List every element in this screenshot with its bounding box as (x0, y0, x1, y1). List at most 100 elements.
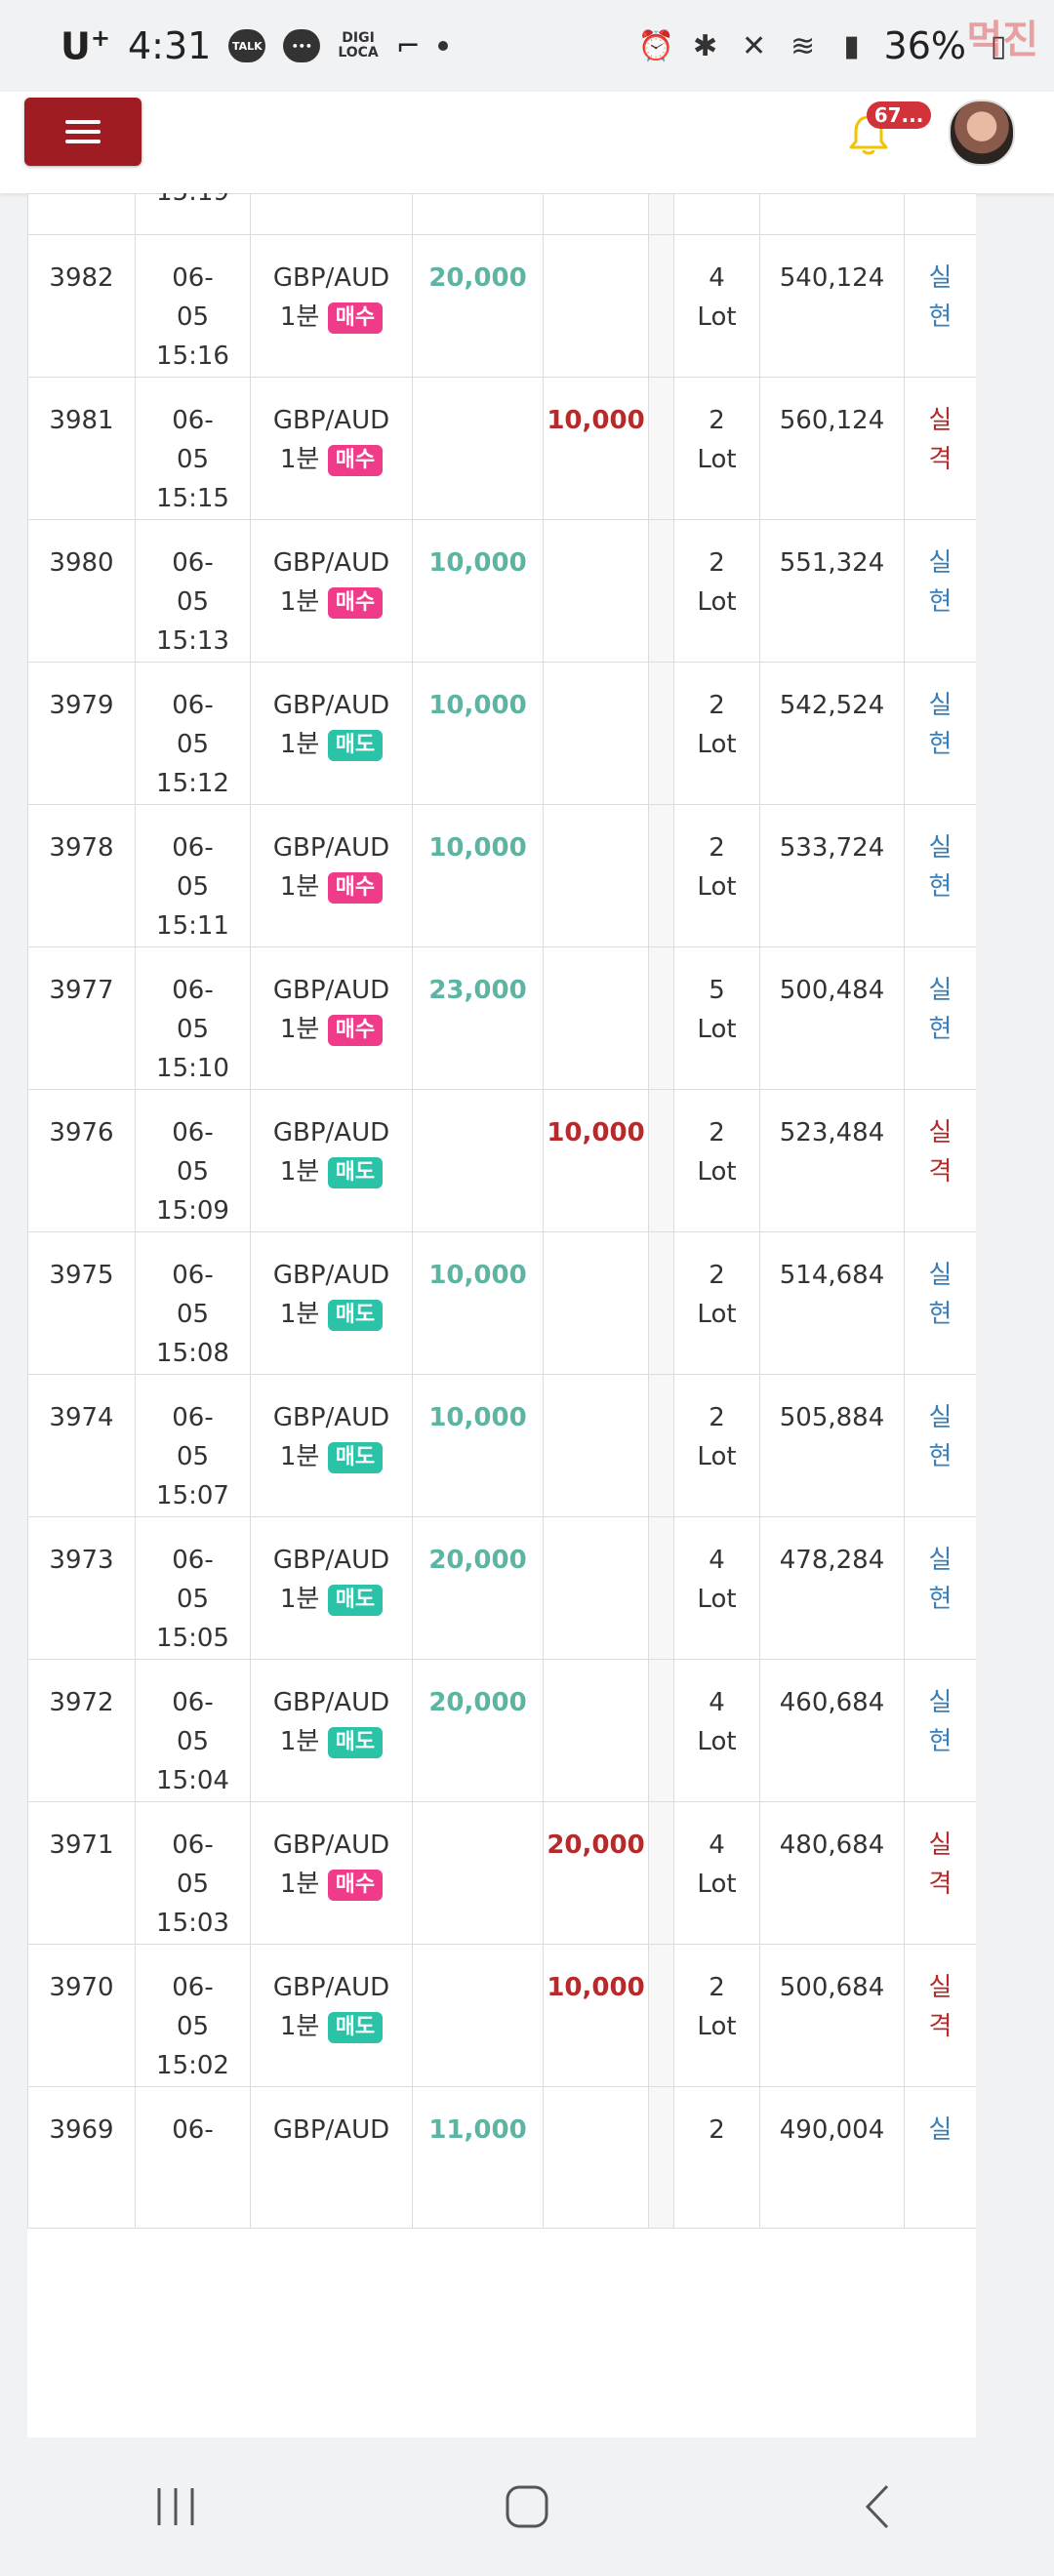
app-header: 67... (0, 92, 1054, 193)
cell-lot: 2 Lot (673, 1374, 760, 1517)
cell-balance (759, 193, 905, 235)
cell-win: 20,000 (412, 234, 544, 378)
cell-pair: GBP/AUD (250, 2086, 413, 2229)
cell-pair: GBP/AUD 1분 매도 (250, 662, 413, 805)
recent-apps-button[interactable] (117, 2458, 234, 2556)
cell-lot: 2 (673, 2086, 760, 2229)
cell-id: 3970 (27, 1944, 136, 2087)
cell-lot: 2 Lot (673, 804, 760, 947)
cell-lose (543, 662, 649, 805)
side-badge: 매도 (327, 729, 384, 761)
cell-win: 20,000 (412, 1516, 544, 1660)
cell-time: 06- 05 15:11 (135, 804, 251, 947)
cell-pair (250, 193, 413, 235)
cell-gap (648, 2086, 674, 2229)
cell-pair: GBP/AUD 1분 매도 (250, 1944, 413, 2087)
table-row: 3981 06- 05 15:15 GBP/AUD 1분 매수 10,000 2 Lot 560,… (27, 377, 976, 520)
cell-id: 3977 (27, 946, 136, 1090)
cell-time: 06- 05 15:04 (135, 1659, 251, 1802)
cell-balance: 523,484 (759, 1089, 905, 1232)
cell-lose: 10,000 (543, 1089, 649, 1232)
cell-id (27, 193, 136, 235)
cell-gap (648, 519, 674, 663)
signal-icon: ▮ (843, 28, 860, 63)
home-button[interactable] (468, 2458, 586, 2556)
cell-id: 3976 (27, 1089, 136, 1232)
table-row: 3979 06- 05 15:12 GBP/AUD 1분 매도 10,000 2 Lot 542,… (27, 662, 976, 805)
cell-win: 10,000 (412, 519, 544, 663)
cell-time: 06- 05 15:12 (135, 662, 251, 805)
notification-badge: 67... (867, 101, 931, 129)
cell-gap (648, 1801, 674, 1945)
cell-id: 3974 (27, 1374, 136, 1517)
cell-balance: 500,684 (759, 1944, 905, 2087)
cell-lot: 4 Lot (673, 1801, 760, 1945)
cell-balance: 551,324 (759, 519, 905, 663)
avatar[interactable] (949, 100, 1015, 166)
status-bar: U+ 4:31 TALK ••• DIGI LOCA ⌐ ⏰ ✱ ✕ ≋ ▮ 36… (0, 0, 1054, 92)
cell-time: 06- 05 15:16 (135, 234, 251, 378)
cell-pair: GBP/AUD 1분 매도 (250, 1231, 413, 1375)
cell-lose: 10,000 (543, 377, 649, 520)
cell-time: 06- 05 15:02 (135, 1944, 251, 2087)
cell-gap (648, 1516, 674, 1660)
table-row: 3978 06- 05 15:11 GBP/AUD 1분 매수 10,000 2 Lot 533,… (27, 804, 976, 947)
hamburger-icon-bar (65, 130, 101, 134)
cell-id: 3978 (27, 804, 136, 947)
cell-win: 23,000 (412, 946, 544, 1090)
cell-lot (673, 193, 760, 235)
carrier: U+ (61, 23, 110, 68)
table-row: 3973 06- 05 15:05 GBP/AUD 1분 매도 20,000 4 Lot 478,… (27, 1516, 976, 1660)
cell-win: 10,000 (412, 662, 544, 805)
back-button[interactable] (820, 2458, 937, 2556)
side-badge: 매수 (327, 1869, 384, 1901)
cell-lose (543, 804, 649, 947)
cell-id: 3975 (27, 1231, 136, 1375)
table-row: 3974 06- 05 15:07 GBP/AUD 1분 매도 10,000 2 Lot 505,… (27, 1374, 976, 1517)
cell-lot: 4 Lot (673, 1659, 760, 1802)
cell-balance: 542,524 (759, 662, 905, 805)
cell-pair: GBP/AUD 1분 매수 (250, 946, 413, 1090)
cell-win (412, 193, 544, 235)
cell-id: 3971 (27, 1801, 136, 1945)
side-badge: 매수 (327, 871, 384, 904)
notification-dot-icon (437, 41, 448, 51)
cell-pair: GBP/AUD 1분 매수 (250, 234, 413, 378)
cell-time: 06- 05 15:15 (135, 377, 251, 520)
cell-id: 3973 (27, 1516, 136, 1660)
recent-apps-icon (157, 2488, 194, 2525)
battery-level: 36% (883, 24, 966, 67)
hamburger-icon-bar (65, 140, 101, 143)
cell-lot: 2 Lot (673, 662, 760, 805)
cell-balance: 500,484 (759, 946, 905, 1090)
home-icon (506, 2485, 548, 2528)
cell-win (412, 1089, 544, 1232)
side-badge: 매도 (327, 1584, 384, 1616)
menu-button[interactable] (24, 98, 142, 166)
cell-balance: 490,004 (759, 2086, 905, 2229)
cell-lose (543, 1231, 649, 1375)
cell-lot: 5 Lot (673, 946, 760, 1090)
cell-time: 06- 05 15:05 (135, 1516, 251, 1660)
back-icon (865, 2484, 889, 2529)
table-row: 3969 06- GBP/AUD 11,000 2 490,004 실 (27, 2086, 976, 2229)
cell-gap (648, 804, 674, 947)
cell-lose (543, 234, 649, 378)
cell-pair: GBP/AUD 1분 매도 (250, 1516, 413, 1660)
side-badge: 매도 (327, 1441, 384, 1473)
cell-time: 15:19 (135, 193, 251, 235)
cell-result (904, 193, 976, 235)
cell-win: 10,000 (412, 1231, 544, 1375)
cell-balance: 460,684 (759, 1659, 905, 1802)
cell-time: 06- 05 15:09 (135, 1089, 251, 1232)
cell-win: 10,000 (412, 1374, 544, 1517)
side-badge: 매도 (327, 1726, 384, 1758)
